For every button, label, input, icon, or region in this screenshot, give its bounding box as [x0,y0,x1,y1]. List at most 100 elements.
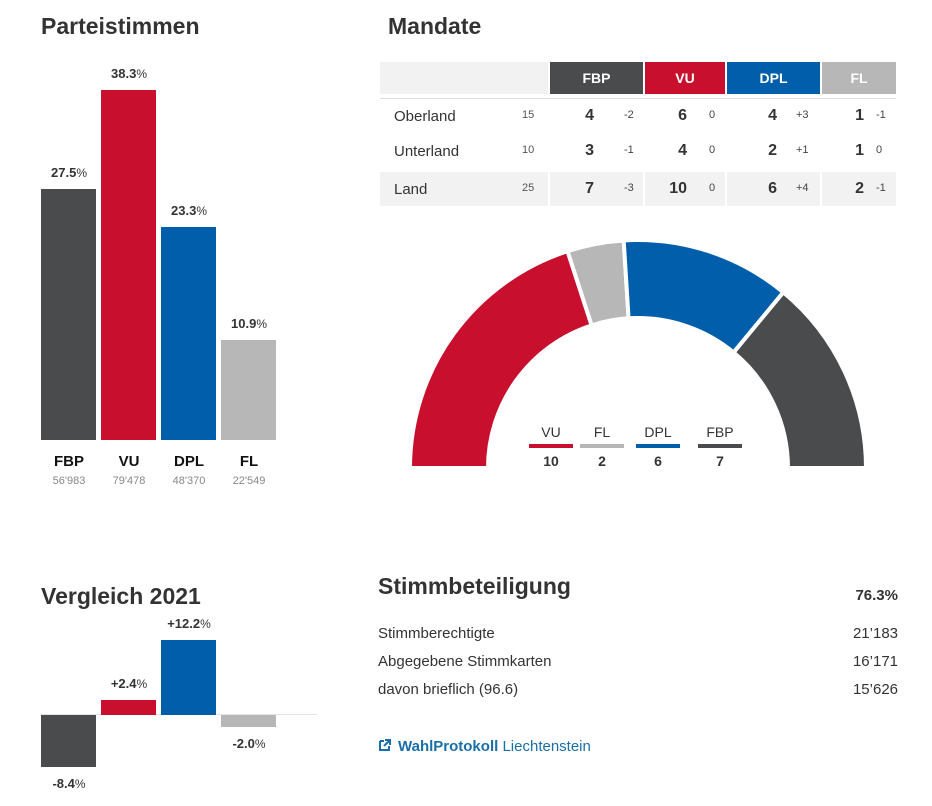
bar-votes: 56'983 [52,475,86,487]
change-dpl: +1 [796,144,809,156]
legend-swatch [636,444,680,448]
seat-fl: 1 [855,142,864,159]
legend-value: 10 [543,453,559,469]
turnout-label: Abgegebene Stimmkarten [378,653,552,670]
change-fl: -1 [876,182,886,194]
legend-name: VU [541,424,561,440]
turnout-value: 15’626 [852,681,898,698]
mandate-row-total: Land 25 7 -3 10 0 6 +4 2 -1 [380,172,896,206]
change-bar-vu [101,700,156,715]
change-fl: 0 [876,144,883,156]
link-bold-text: WahlProtokoll [398,738,499,755]
mandate-title: Mandate [388,13,482,39]
land-row-bg [645,172,725,206]
legend-item-dpl: DPL 6 [636,424,680,469]
row-name: Unterland [394,143,460,160]
seat-vu: 4 [678,142,687,159]
change-value-label: +12.2% [167,616,211,631]
change-fbp: -2 [624,109,634,121]
change-bar-dpl [161,640,216,715]
row-total: 10 [522,144,535,156]
legend-value: 7 [716,453,724,469]
legend-item-fbp: FBP 7 [698,424,742,469]
bar-value-label: 23.3% [171,203,207,219]
seat-vu: 6 [678,107,687,124]
parteistimmen-title: Parteistimmen [41,13,200,39]
bar-party-name: FBP [54,453,84,470]
seat-fl: 2 [855,180,864,197]
mandate-col-dpl: DPL [727,62,820,94]
turnout-label: davon brieflich (96.6) [378,681,519,698]
bar-dpl [161,227,216,440]
seat-fbp: 4 [585,107,594,124]
change-fbp: -1 [624,144,634,156]
seat-vu: 10 [669,180,687,197]
change-value-label: -8.4% [52,775,86,791]
bar-votes: 79'478 [112,475,146,487]
legend-value: 2 [598,453,606,469]
mandate-col-fbp: FBP [550,62,643,94]
change-value-label: -2.0% [232,736,266,752]
mandate-half-donut-chart [407,238,869,470]
change-value-label: +2.4% [110,676,148,692]
row-total: 15 [522,109,535,121]
turnout-value: 21’183 [852,625,898,642]
external-link-icon [379,739,391,751]
bar-party-name: VU [118,453,140,470]
bar-votes: 22'549 [232,475,266,487]
seat-dpl: 2 [768,142,777,159]
seat-dpl: 6 [768,180,777,197]
row-total: 25 [522,182,535,194]
seat-fbp: 3 [585,142,594,159]
change-dpl: +3 [796,109,809,121]
land-row-bg [727,172,820,206]
legend-item-fl: FL 2 [580,424,624,469]
change-vu: 0 [709,144,716,156]
vergleich-title: Vergleich 2021 [41,583,201,609]
legend-swatch [698,444,742,448]
change-bar-fbp [41,715,96,767]
bar-party-name: FL [239,453,259,470]
legend-swatch [529,444,573,448]
bar-value-label: 38.3% [111,66,147,81]
row-name: Land [394,181,428,198]
change-fl: -1 [876,109,886,121]
legend-item-vu: VU 10 [529,424,573,469]
mandate-col-fl: FL [822,62,896,94]
legend-value: 6 [654,453,662,469]
land-row-bg [380,172,548,206]
legend-name: DPL [644,424,672,440]
turnout-value: 16’171 [852,653,898,670]
divider [380,98,896,99]
seat-dpl: 4 [768,107,777,124]
seat-fbp: 7 [585,180,594,197]
change-vu: 0 [709,109,716,121]
row-name: Oberland [394,108,456,125]
mandate-table-header-blank [380,62,548,94]
change-bar-fl [221,715,276,728]
bar-fl [221,340,276,440]
link-text: Liechtenstein [502,738,591,755]
legend-swatch [580,444,624,448]
change-fbp: -3 [624,182,634,194]
donut-slice-fbp [730,289,869,470]
wahlprotokoll-link[interactable]: WahlProtokoll Liechtenstein [378,738,591,755]
turnout-percent: 76.3% [855,587,898,604]
legend-name: FBP [706,424,734,440]
mandate-row: Oberland 15 4 -2 6 0 4 +3 1 -1 [380,99,896,133]
bar-votes: 48'370 [172,475,206,487]
land-row-bg [550,172,643,206]
bar-party-name: DPL [174,453,204,470]
change-vu: 0 [709,182,716,194]
bar-fbp [41,188,96,440]
seat-fl: 1 [855,107,864,124]
turnout-label: Stimmberechtigte [378,625,495,642]
bar-vu [101,90,156,440]
mandate-col-vu: VU [645,62,725,94]
change-dpl: +4 [796,182,809,194]
stimmbeteiligung-title: Stimmbeteiligung [378,573,571,599]
land-row-bg [822,172,896,206]
legend-name: FL [593,424,611,440]
bar-value-label: 27.5% [51,164,87,180]
